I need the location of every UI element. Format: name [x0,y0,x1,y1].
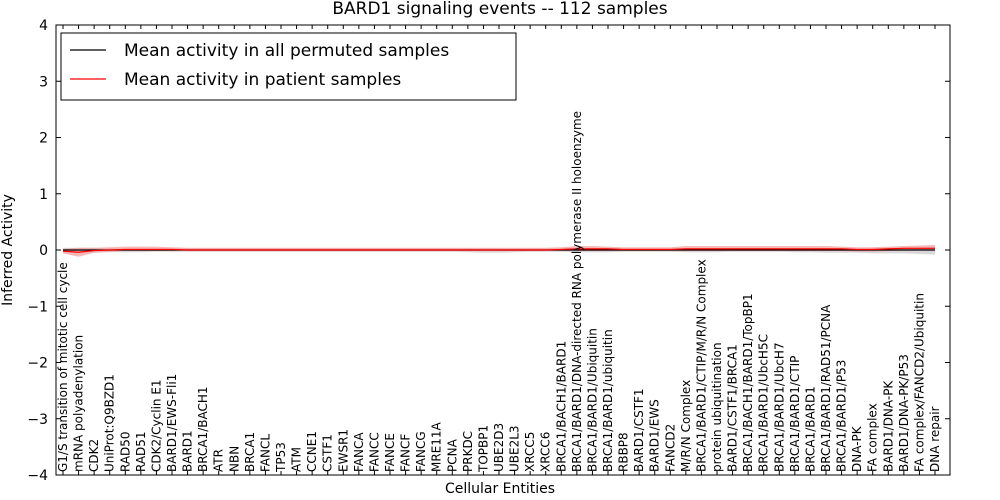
y-axis-label: Inferred Activity [0,194,16,306]
x-category-label: CDK2 [87,439,101,472]
x-category-label: FANCF [399,434,413,472]
x-category-label: NBN [227,446,241,472]
y-tick-label: −4 [27,468,48,484]
x-category-label: BRCA1 [243,432,257,472]
x-category-label: mRNA polyadenylation [72,335,86,472]
x-category-label: BRCA1/BARD1/P53 [835,360,849,472]
x-category-label: BRCA1/BACH1 [196,386,210,472]
legend: Mean activity in all permuted samples Me… [60,32,517,101]
series-lines [62,247,935,253]
category-labels: G1/S transition of mitotic cell cycle mRN… [56,111,942,473]
x-category-label: TOPBP1 [476,425,490,473]
x-category-label: BARD1/CSTF1 [632,388,646,472]
x-category-label: XRCC5 [523,432,537,472]
x-category-label: UBE2D3 [492,423,506,472]
x-category-label: BARD1/DNA-PK [881,380,895,472]
x-category-label: protein ubiquitination [710,342,724,472]
x-category-label: BRCA1/BARD1/CTIP/M/R/N Complex [694,259,708,472]
x-axis-label: Cellular Entities [445,481,555,497]
x-category-label: FANCA [352,432,366,472]
x-category-label: FANCL [258,434,272,472]
y-tick-label: −1 [27,299,48,315]
x-category-label: EWSR1 [336,429,350,472]
legend-label-patient: Mean activity in patient samples [124,70,401,90]
x-category-label: BRCA1/BACH1/BARD1/TopBP1 [741,293,755,472]
x-category-label: BARD1 [181,430,195,472]
series-line [62,247,935,253]
x-category-label: BRCA1/BARD1 [803,386,817,472]
x-category-label: RBBP8 [617,432,631,472]
x-category-label: G1/S transition of mitotic cell cycle [56,262,70,472]
x-category-label: TP53 [274,442,288,473]
x-category-label: FANCG [414,431,428,472]
x-category-label: ATM [290,447,304,472]
x-category-label: MRE11A [430,421,444,472]
x-category-label: UBE2L3 [508,425,522,472]
x-category-label: BRCA1/BARD1/RAD51/PCNA [819,304,833,472]
x-axis [62,25,936,475]
x-category-label: CCNE1 [305,431,319,472]
y-tick-label: 0 [39,243,48,259]
x-category-label: PCNA [445,438,459,472]
x-category-label: FANCC [367,432,381,472]
y-axis: −4 −3 −2 −1 0 1 2 3 4 [27,18,950,484]
x-category-label: FA complex [866,403,880,472]
y-tick-label: 2 [39,131,48,147]
x-category-label: BARD1/EWS-Fli1 [165,374,179,472]
x-category-label: BRCA1/BARD1/UbcH5C [757,334,771,472]
x-category-label: BRCA1/BACH1/BARD1 [554,341,568,472]
y-tick-label: −2 [27,356,48,372]
legend-label-permuted: Mean activity in all permuted samples [124,41,449,61]
x-category-label: BRCA1/BARD1/UbcH7 [772,342,786,472]
y-tick-label: −3 [27,412,48,428]
y-tick-label: 4 [39,18,48,34]
x-category-label: CSTF1 [321,434,335,472]
x-category-label: RAD51 [134,431,148,472]
y-tick-label: 3 [39,74,48,90]
x-category-label: DNA repair [928,406,942,472]
x-category-label: ATR [212,449,226,472]
x-category-label: BARD1/DNA-PK/P53 [897,354,911,472]
x-category-label: BRCA1/BARD1/CTIP [788,356,802,472]
x-category-label: M/R/N Complex [679,380,693,472]
x-category-label: PRKDC [461,431,475,472]
x-category-label: FANCD2 [663,424,677,472]
x-category-label: UniProt:Q9BZD1 [103,374,117,472]
x-category-label: BARD1/EWS [648,399,662,472]
x-category-label: FA complex/FANCD2/Ubiquitin [912,293,926,472]
y-tick-label: 1 [39,187,48,203]
x-category-label: BRCA1/BARD1/Ubiquitin [585,328,599,472]
legend-box [60,32,517,101]
x-category-label: RAD50 [118,431,132,472]
series-band [63,244,935,257]
chart-title: BARD1 signaling events -- 112 samples [332,0,667,19]
x-category-label: DNA-PK [850,425,864,472]
x-category-label: XRCC6 [539,432,553,472]
x-category-label: CDK2/Cyclin E1 [149,379,163,472]
x-category-label: FANCE [383,433,397,472]
series-bands [63,244,935,257]
x-category-label: BARD1/CSTF1/BRCA1 [726,344,740,472]
x-category-label: BRCA1/BARD1/DNA-directed RNA polymerase … [570,111,584,472]
x-category-label: BRCA1/BARD1/ubiquitin [601,329,615,472]
